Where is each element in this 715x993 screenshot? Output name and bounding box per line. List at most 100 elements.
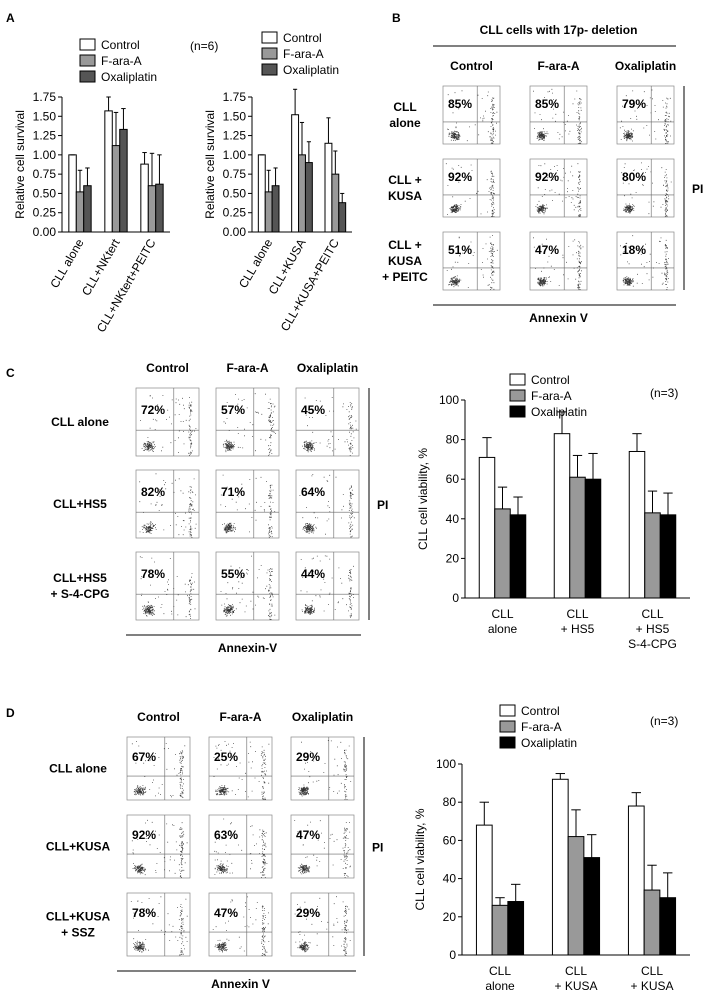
panel-label: C — [6, 366, 15, 380]
error-bar — [479, 801, 490, 826]
legend-swatch — [499, 704, 516, 717]
y-tick-label: 60 — [446, 472, 460, 486]
row-label: CLL alone — [49, 762, 107, 776]
flow-plot: 47% — [529, 231, 588, 291]
percentage: 29% — [296, 750, 320, 764]
percentage: 92% — [132, 828, 156, 842]
dot-cloud — [131, 741, 186, 798]
y-tick-label: 60 — [443, 833, 457, 847]
bar — [291, 114, 300, 233]
dot-cloud — [533, 237, 584, 290]
y-tick-label: 0.00 — [223, 225, 247, 239]
y-tick-label: 1.00 — [223, 148, 247, 162]
dot-cloud — [299, 474, 355, 538]
bar — [257, 154, 266, 233]
flow-plot: 71% — [215, 469, 280, 539]
flow-plot: 51% — [442, 231, 501, 291]
bar — [338, 202, 347, 233]
bar — [478, 456, 496, 599]
legend-label: Control — [521, 704, 560, 718]
y-tick-label: 1.25 — [33, 129, 57, 143]
legend-swatch — [79, 38, 96, 51]
y-tick-label: 40 — [443, 872, 457, 886]
row-label: KUSA — [388, 254, 422, 268]
percentage: 85% — [448, 97, 472, 111]
bar — [83, 185, 92, 233]
bar — [659, 514, 677, 599]
column-label: Oxaliplatin — [297, 361, 358, 375]
flow-plot: 85% — [529, 85, 588, 145]
error-bar — [572, 454, 583, 478]
bar — [271, 185, 280, 233]
error-bar — [662, 872, 673, 898]
column-label: F-ara-A — [226, 361, 268, 375]
plot-frame — [290, 814, 355, 879]
percentage: 47% — [535, 243, 559, 257]
row-label: CLL+KUSA — [46, 840, 111, 854]
percentage: 18% — [622, 243, 646, 257]
dot-cloud — [446, 235, 498, 290]
error-bar — [632, 433, 642, 452]
error-bar — [273, 167, 278, 186]
dot-cloud — [220, 474, 276, 538]
flow-plot: 72% — [135, 387, 200, 457]
percentage: 72% — [141, 403, 165, 417]
flow-plot: 79% — [616, 85, 675, 145]
y-axis-label: CLL cell viability, % — [413, 808, 427, 910]
flow-plot: 18% — [616, 231, 675, 291]
legend-label: Control — [531, 373, 570, 387]
panel-label: A — [6, 11, 15, 25]
y-tick-label: 0.75 — [223, 167, 247, 181]
flow-plot: 82% — [135, 469, 200, 539]
y-tick-label: 1.25 — [223, 129, 247, 143]
column-label: F-ara-A — [537, 59, 579, 73]
bar — [68, 154, 77, 233]
panel-label: B — [392, 11, 401, 25]
bar — [507, 901, 525, 956]
percentage: 51% — [448, 243, 472, 257]
x-tick-label: + KUSA — [554, 979, 597, 993]
y-tick-label: 0.25 — [33, 206, 57, 220]
flow-plot: 64% — [295, 469, 360, 539]
flow-plot: 67% — [126, 736, 191, 801]
error-bar — [326, 117, 331, 144]
percentage: 57% — [221, 403, 245, 417]
panel-header: CLL cells with 17p- deletion — [480, 23, 638, 37]
percentage: 78% — [132, 906, 156, 920]
bar — [475, 824, 493, 956]
plot-frame — [208, 736, 273, 801]
error-bar — [333, 150, 338, 175]
legend-label: Oxaliplatin — [531, 405, 587, 419]
flow-plot: 55% — [215, 551, 280, 621]
legend-label: F-ara-A — [521, 720, 562, 734]
column-label: Control — [450, 59, 493, 73]
percentage: 79% — [622, 97, 646, 111]
legend-label: F-ara-A — [101, 54, 142, 68]
y-tick-label: 100 — [439, 393, 459, 407]
error-bar — [306, 141, 311, 163]
error-bar — [513, 496, 523, 515]
y-tick-label: 0.75 — [33, 167, 57, 181]
column-label: Control — [146, 361, 189, 375]
flow-plot: 29% — [290, 736, 355, 801]
y-axis-label: Relative cell survival — [203, 110, 217, 219]
annotation: (n=6) — [190, 39, 218, 53]
x-axis-label: Annexin V — [211, 977, 270, 991]
x-tick-label: CLL — [489, 964, 511, 978]
dot-cloud — [222, 393, 276, 456]
y-axis-label: PI — [372, 841, 383, 855]
y-tick-label: 0.50 — [33, 186, 57, 200]
bar — [298, 154, 306, 233]
bar — [643, 889, 661, 956]
error-bar — [647, 864, 657, 891]
bar — [509, 514, 527, 599]
column-label: Oxaliplatin — [615, 59, 676, 73]
percentage: 55% — [221, 567, 245, 581]
x-tick-label: alone — [488, 622, 518, 636]
bar — [119, 128, 128, 233]
legend-swatch — [509, 373, 526, 386]
row-label: CLL + — [388, 173, 421, 187]
flow-plot: 25% — [208, 736, 273, 801]
error-bar — [340, 192, 345, 203]
